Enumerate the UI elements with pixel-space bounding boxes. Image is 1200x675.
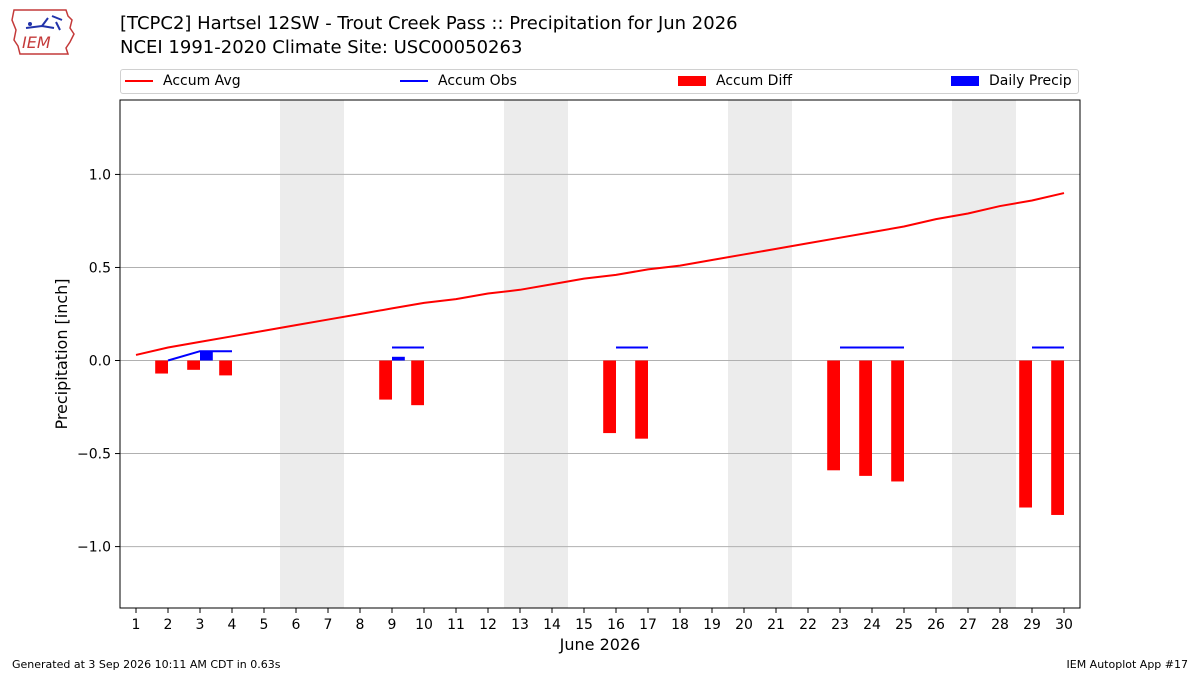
y-axis-label: Precipitation [inch] [52,278,71,429]
x-tick-label: 23 [831,617,849,633]
weekend-band [952,100,1016,608]
accum-avg-line [135,192,1065,356]
accum-diff-bar [891,360,904,482]
x-tick-label: 11 [447,617,465,633]
weekend-band [504,100,568,608]
x-tick-label: 17 [639,617,657,633]
legend-label-accum-obs: Accum Obs [438,73,517,89]
legend-label-daily-precip: Daily Precip [989,73,1072,89]
x-tick-label: 8 [356,617,365,633]
x-tick-label: 13 [511,617,529,633]
legend-swatch-accum-obs [400,80,428,82]
x-tick-label: 7 [324,617,333,633]
accum-obs-line [167,350,232,362]
x-tick-label: 26 [927,617,945,633]
x-tick-label: 3 [196,617,205,633]
y-tick-label: −1.0 [77,540,111,556]
y-tick-label: −0.5 [77,447,111,463]
x-tick-label: 21 [767,617,785,633]
daily-precip-bar [392,356,405,361]
accum-diff-bar [1019,360,1032,508]
weekend-band [728,100,792,608]
x-tick-label: 24 [863,617,881,633]
x-tick-label: 10 [415,617,433,633]
x-tick-label: 22 [799,617,817,633]
accum-diff-bar [1051,360,1064,515]
x-tick-label: 15 [575,617,593,633]
footer-app: IEM Autoplot App #17 [1066,658,1189,671]
legend-swatch-accum-diff [678,76,706,86]
x-tick-label: 5 [260,617,269,633]
legend-item-accum-diff: Accum Diff [678,73,792,89]
footer-generated: Generated at 3 Sep 2026 10:11 AM CDT in … [12,658,281,671]
accum-diff-bar [411,360,424,406]
y-tick-label: 1.0 [89,167,111,183]
legend-item-daily-precip: Daily Precip [951,73,1072,89]
x-tick-label: 28 [991,617,1009,633]
chart-title: [TCPC2] Hartsel 12SW - Trout Creek Pass … [120,13,738,34]
daily-precip-bar [200,351,213,361]
x-tick-label: 6 [292,617,301,633]
x-tick-label: 2 [164,617,173,633]
legend-item-accum-avg: Accum Avg [125,73,241,89]
y-tick-label: 0.0 [89,354,111,370]
x-tick-label: 4 [228,617,237,633]
x-tick-label: 9 [388,617,397,633]
logo-text: IEM [22,33,51,52]
x-tick-label: 18 [671,617,689,633]
x-tick-label: 30 [1055,617,1073,633]
accum-diff-bar [379,360,392,400]
legend-swatch-daily-precip [951,76,979,86]
x-tick-label: 20 [735,617,753,633]
legend-label-accum-diff: Accum Diff [716,73,793,89]
plot-frame [119,99,1081,609]
legend-item-accum-obs: Accum Obs [400,73,517,89]
accum-diff-bar [219,360,232,376]
x-tick-label: 16 [607,617,625,633]
chart-subtitle: NCEI 1991-2020 Climate Site: USC00050263 [120,37,523,58]
accum-diff-bar [859,360,872,476]
weekend-band [280,100,344,608]
accum-diff-bar [603,360,616,434]
legend: Accum Avg Accum Obs Accum Diff Daily Pre… [120,69,1079,94]
x-tick-label: 29 [1023,617,1041,633]
x-axis-label: June 2026 [559,635,641,654]
x-tick-label: 27 [959,617,977,633]
x-tick-label: 12 [479,617,497,633]
x-tick-label: 14 [543,617,561,633]
y-tick-label: 0.5 [89,260,111,276]
x-tick-label: 1 [132,617,141,633]
iem-logo: IEM [11,9,75,55]
legend-swatch-accum-avg [125,80,153,82]
legend-label-accum-avg: Accum Avg [163,73,241,89]
accum-diff-bar [827,360,840,471]
accum-diff-bar [635,360,648,439]
x-tick-label: 19 [703,617,721,633]
x-tick-label: 25 [895,617,913,633]
accum-diff-bar [187,360,200,370]
accum-diff-bar [155,360,168,374]
